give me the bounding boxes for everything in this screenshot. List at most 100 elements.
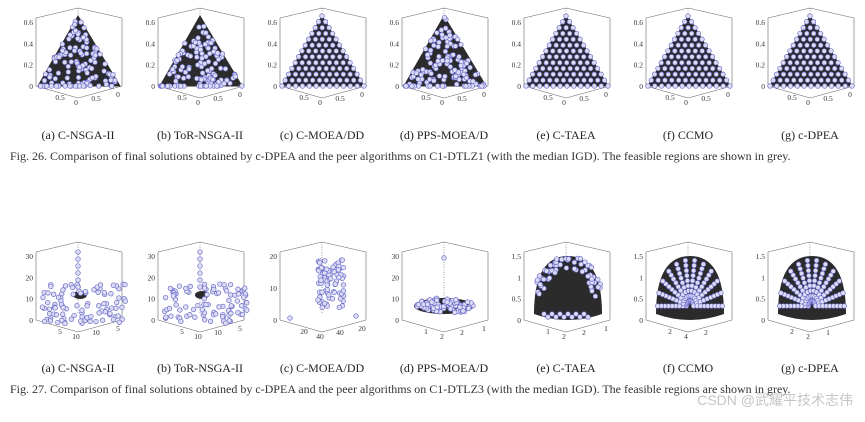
solution-marker [67, 32, 73, 38]
solution-marker [166, 71, 173, 77]
y-tick-label: 40 [336, 328, 344, 337]
solution-marker [313, 83, 319, 89]
solution-marker [526, 77, 532, 83]
box-edge [443, 7, 489, 19]
solution-marker [340, 282, 347, 288]
solution-marker [682, 54, 688, 60]
solution-marker [836, 278, 842, 284]
solution-marker [536, 291, 542, 297]
solution-marker [831, 54, 838, 60]
solution-marker [438, 27, 445, 33]
solution-marker [556, 25, 562, 31]
solution-marker [199, 55, 205, 61]
box-edge [645, 7, 689, 19]
solution-marker [166, 305, 173, 312]
solution-marker [312, 36, 319, 42]
solution-marker [592, 293, 599, 299]
solution-marker [175, 52, 181, 58]
solution-marker [691, 257, 698, 264]
solution-marker [316, 30, 322, 37]
solution-marker [442, 73, 448, 80]
box-edge [809, 7, 855, 19]
solution-marker [436, 73, 443, 79]
solution-marker [444, 58, 450, 64]
subfigure-caption: (a) C-NSGA-II [42, 128, 115, 142]
solution-marker [176, 283, 183, 289]
box-edge [77, 7, 123, 19]
solution-marker [55, 70, 62, 76]
solution-marker [790, 42, 796, 48]
solution-marker [692, 36, 698, 42]
solution-marker [546, 42, 552, 48]
solution-marker [553, 42, 559, 48]
figure-26-caption: Fig. 26. Comparison of final solutions o… [10, 149, 791, 163]
solution-marker [557, 48, 563, 54]
solution-marker [543, 71, 549, 77]
box-edge [809, 241, 855, 253]
solution-marker [587, 54, 594, 60]
box-edge [35, 241, 79, 253]
solution-marker [418, 72, 424, 78]
solution-marker [316, 77, 323, 83]
solution-marker [692, 25, 698, 31]
solution-marker [665, 60, 671, 66]
solution-marker [235, 309, 241, 316]
solution-marker [340, 60, 346, 66]
solution-marker [567, 77, 573, 83]
solution-marker [211, 286, 217, 293]
solution-marker [800, 275, 806, 281]
solution-marker [727, 83, 733, 89]
solution-marker [455, 36, 461, 42]
solution-marker [108, 77, 114, 83]
solution-marker [337, 65, 343, 72]
solution-marker [337, 77, 343, 83]
solution-marker [571, 71, 577, 77]
subfigure-caption: (f) CCMO [663, 361, 714, 375]
solution-marker [838, 65, 845, 72]
solution-marker [549, 311, 555, 317]
solution-marker [198, 76, 205, 83]
solution-marker [797, 30, 803, 37]
solution-marker [179, 64, 186, 70]
solution-marker [186, 66, 192, 72]
solution-marker [45, 290, 51, 296]
z-tick-label: 10 [392, 295, 400, 304]
subfigure-caption: (d) PPS-MOEA/D [400, 361, 489, 375]
x-tick-label: 1 [546, 327, 550, 336]
y-tick-label: 1 [482, 324, 486, 333]
solution-marker [801, 83, 807, 89]
solution-marker [60, 311, 66, 317]
solution-marker [668, 42, 674, 48]
solution-marker [344, 65, 350, 72]
solution-marker [76, 64, 82, 70]
solution-marker [810, 19, 817, 25]
solution-marker [331, 269, 337, 275]
solution-marker [227, 281, 234, 288]
solution-marker [323, 77, 329, 83]
subfigure-caption: (g) c-DPEA [781, 361, 839, 375]
solution-marker [178, 83, 184, 89]
solution-marker [563, 48, 570, 54]
solution-marker [427, 83, 433, 89]
solution-marker [119, 304, 125, 310]
solution-marker [577, 60, 583, 66]
z-tick-label: 0.4 [24, 39, 34, 48]
solution-marker [530, 83, 536, 89]
solution-marker [432, 62, 439, 68]
solution-marker [185, 74, 192, 80]
x-axis [645, 85, 689, 99]
solution-marker [296, 65, 302, 72]
x-tick-label: 40 [316, 332, 324, 341]
z-tick-label: 0 [639, 82, 643, 91]
solution-marker [812, 272, 818, 279]
figure-27-caption: Fig. 27. Comparison of final solutions o… [10, 382, 791, 396]
solution-marker [696, 65, 702, 72]
solution-marker [550, 36, 556, 42]
panel-27-2: 20 10 0 20 40 40 20 (c) C-MOEA/DD [270, 241, 367, 375]
solution-marker [203, 301, 209, 308]
box-edge [443, 241, 489, 253]
solution-marker [801, 48, 807, 54]
solution-marker [835, 71, 841, 77]
z-tick-label: 1.5 [634, 252, 644, 261]
solution-marker [713, 60, 719, 66]
